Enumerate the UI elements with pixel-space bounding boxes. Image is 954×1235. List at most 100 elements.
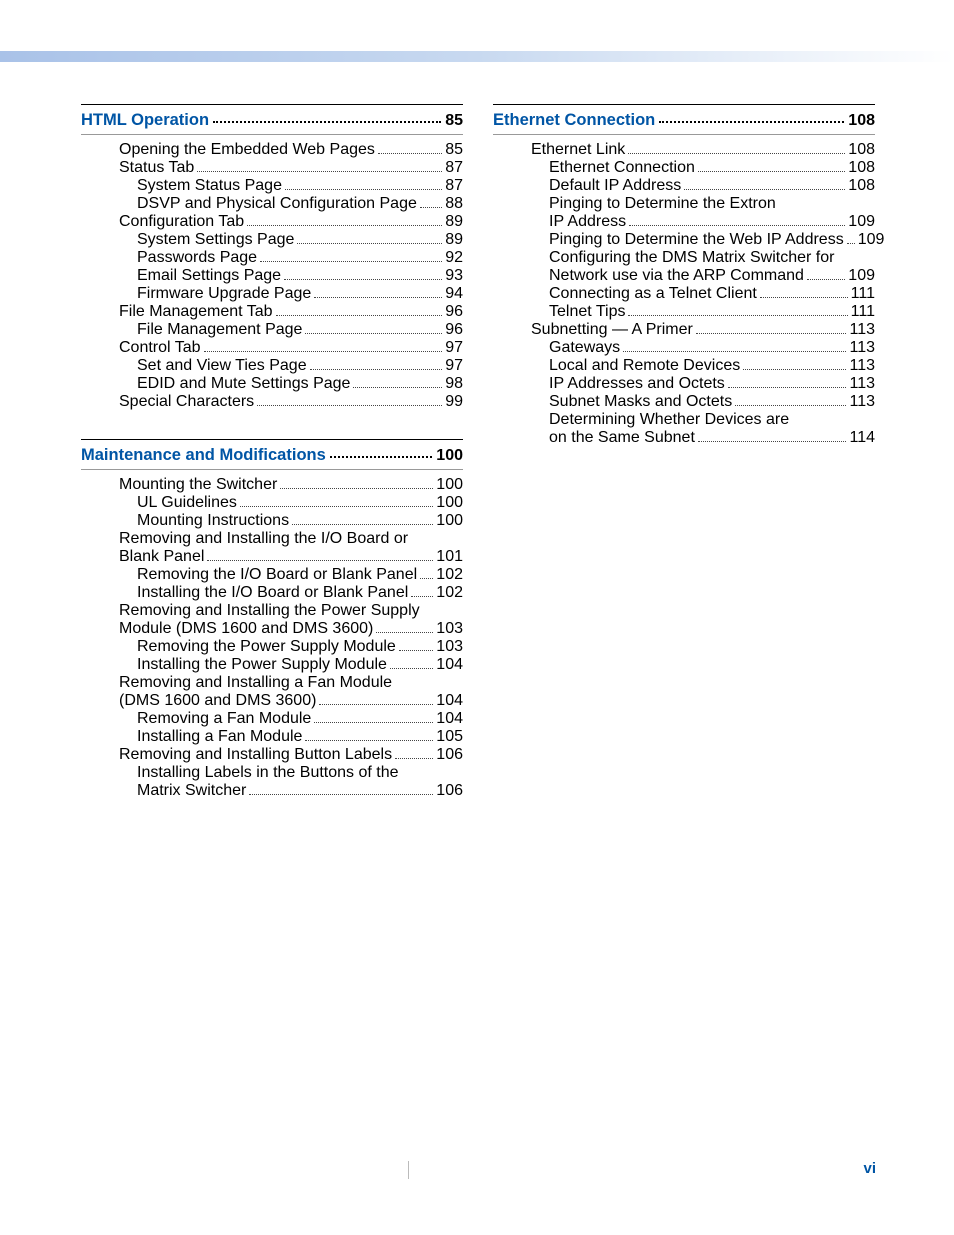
- toc-entry-line: Default IP Address 108: [549, 177, 875, 195]
- entry-label: Removing and Installing the Power Supply: [119, 602, 420, 620]
- entry-label: Module (DMS 1600 and DMS 3600): [119, 620, 373, 638]
- entry-label: UL Guidelines: [137, 494, 237, 512]
- toc-entry[interactable]: Removing the Power Supply Module 103: [81, 638, 463, 656]
- toc-entry[interactable]: System Settings Page 89: [81, 231, 463, 249]
- toc-entry[interactable]: IP Addresses and Octets 113: [493, 375, 875, 393]
- leader-dots: [390, 668, 433, 669]
- entry-page: 105: [436, 728, 463, 746]
- toc-entry[interactable]: Removing and Installing the I/O Board or…: [81, 530, 463, 566]
- leader-dots: [684, 189, 845, 190]
- toc-entry[interactable]: Mounting the Switcher 100: [81, 476, 463, 494]
- entry-label: Gateways: [549, 339, 620, 357]
- toc-entry[interactable]: File Management Page 96: [81, 321, 463, 339]
- toc-entry[interactable]: Pinging to Determine the Web IP Address …: [493, 231, 875, 249]
- entry-page: 100: [436, 476, 463, 494]
- toc-entry[interactable]: DSVP and Physical Configuration Page 88: [81, 195, 463, 213]
- toc-entry[interactable]: Configuration Tab 89: [81, 213, 463, 231]
- leader-dots: [760, 297, 848, 298]
- entry-label: EDID and Mute Settings Page: [137, 375, 350, 393]
- toc-entry[interactable]: Default IP Address 108: [493, 177, 875, 195]
- toc-entry[interactable]: Ethernet Connection 108: [493, 159, 875, 177]
- toc-entry-line: Configuring the DMS Matrix Switcher for: [549, 249, 875, 267]
- toc-entry[interactable]: Set and View Ties Page 97: [81, 357, 463, 375]
- leader-dots: [260, 261, 442, 262]
- leader-dots: [420, 207, 442, 208]
- toc-entry[interactable]: Removing and Installing a Fan Module(DMS…: [81, 674, 463, 710]
- toc-entry[interactable]: Local and Remote Devices 113: [493, 357, 875, 375]
- entry-label: Special Characters: [119, 393, 254, 411]
- leader-dots: [628, 153, 845, 154]
- toc-entry[interactable]: Pinging to Determine the ExtronIP Addres…: [493, 195, 875, 231]
- toc-entry[interactable]: Special Characters 99: [81, 393, 463, 411]
- section-header[interactable]: Maintenance and Modifications 100: [81, 439, 463, 470]
- leader-dots: [249, 794, 433, 795]
- entry-page: 113: [849, 393, 875, 411]
- leader-dots: [310, 369, 443, 370]
- toc-entry[interactable]: Control Tab 97: [81, 339, 463, 357]
- section-header[interactable]: Ethernet Connection 108: [493, 104, 875, 135]
- entry-page: 98: [445, 375, 463, 393]
- toc-entry[interactable]: Subnetting — A Primer 113: [493, 321, 875, 339]
- toc-entry[interactable]: Configuring the DMS Matrix Switcher forN…: [493, 249, 875, 285]
- entry-page: 111: [851, 303, 875, 321]
- toc-entry-line: Removing and Installing a Fan Module: [119, 674, 463, 692]
- toc-entry[interactable]: Removing a Fan Module 104: [81, 710, 463, 728]
- toc-entry-line: Determining Whether Devices are: [549, 411, 875, 429]
- toc-entry[interactable]: Ethernet Link 108: [493, 141, 875, 159]
- entry-label: Email Settings Page: [137, 267, 281, 285]
- toc-entry[interactable]: Passwords Page 92: [81, 249, 463, 267]
- section-title: HTML Operation: [81, 111, 209, 130]
- toc-entry-line: Firmware Upgrade Page 94: [137, 285, 463, 303]
- entry-page: 102: [436, 566, 463, 584]
- leader-dots: [204, 351, 443, 352]
- toc-entry[interactable]: System Status Page 87: [81, 177, 463, 195]
- toc-entry[interactable]: Subnet Masks and Octets 113: [493, 393, 875, 411]
- leader-dots: [411, 596, 433, 597]
- leader-dots: [247, 225, 442, 226]
- toc-entry[interactable]: Opening the Embedded Web Pages 85: [81, 141, 463, 159]
- toc-entry[interactable]: UL Guidelines 100: [81, 494, 463, 512]
- entry-label: Mounting Instructions: [137, 512, 289, 530]
- toc-entry[interactable]: Telnet Tips 111: [493, 303, 875, 321]
- toc-entry[interactable]: Firmware Upgrade Page 94: [81, 285, 463, 303]
- toc-entry[interactable]: Status Tab 87: [81, 159, 463, 177]
- toc-entry-line: Ethernet Connection 108: [549, 159, 875, 177]
- entry-label: Ethernet Connection: [549, 159, 695, 177]
- toc-entry-line: File Management Page 96: [137, 321, 463, 339]
- page-number: vi: [863, 1160, 876, 1177]
- section-entries: Ethernet Link 108Ethernet Connection 108…: [493, 135, 875, 447]
- toc-entry[interactable]: Removing the I/O Board or Blank Panel 10…: [81, 566, 463, 584]
- entry-page: 106: [436, 746, 463, 764]
- entry-page: 87: [445, 177, 463, 195]
- entry-page: 113: [849, 375, 875, 393]
- leader-dots: [285, 189, 442, 190]
- toc-entry[interactable]: Mounting Instructions 100: [81, 512, 463, 530]
- toc-entry[interactable]: Removing and Installing Button Labels 10…: [81, 746, 463, 764]
- toc-entry[interactable]: Installing the I/O Board or Blank Panel …: [81, 584, 463, 602]
- toc-entry[interactable]: File Management Tab 96: [81, 303, 463, 321]
- entry-page: 96: [445, 303, 463, 321]
- toc-entry[interactable]: Removing and Installing the Power Supply…: [81, 602, 463, 638]
- section-header[interactable]: HTML Operation 85: [81, 104, 463, 135]
- toc-entry[interactable]: Connecting as a Telnet Client 111: [493, 285, 875, 303]
- entry-page: 102: [436, 584, 463, 602]
- toc-entry-line: Set and View Ties Page 97: [137, 357, 463, 375]
- toc-entry-line: Blank Panel 101: [119, 548, 463, 566]
- toc-entry-line: Configuration Tab 89: [119, 213, 463, 231]
- leader-dots: [628, 315, 847, 316]
- toc-entry[interactable]: Email Settings Page 93: [81, 267, 463, 285]
- toc-entry-line: Removing and Installing Button Labels 10…: [119, 746, 463, 764]
- entry-label: Telnet Tips: [549, 303, 625, 321]
- leader-dots: [197, 171, 442, 172]
- toc-entry-line: Network use via the ARP Command 109: [549, 267, 875, 285]
- toc-entry[interactable]: EDID and Mute Settings Page 98: [81, 375, 463, 393]
- toc-entry[interactable]: Installing Labels in the Buttons of theM…: [81, 764, 463, 800]
- toc-entry[interactable]: Gateways 113: [493, 339, 875, 357]
- toc-entry[interactable]: Installing the Power Supply Module 104: [81, 656, 463, 674]
- toc-entry-line: DSVP and Physical Configuration Page 88: [137, 195, 463, 213]
- toc-entry[interactable]: Installing a Fan Module 105: [81, 728, 463, 746]
- leader-dots: [395, 758, 433, 759]
- toc-entry[interactable]: Determining Whether Devices areon the Sa…: [493, 411, 875, 447]
- section-entries: Mounting the Switcher 100UL Guidelines 1…: [81, 470, 463, 800]
- entry-page: 109: [848, 267, 875, 285]
